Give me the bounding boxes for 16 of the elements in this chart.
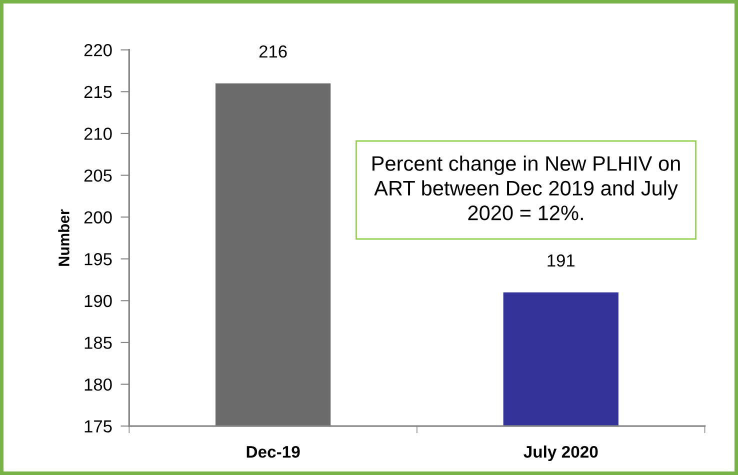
y-tick-label: 220 — [84, 44, 112, 56]
x-tick-label: Dec-19 — [246, 446, 300, 458]
y-tick-label: 205 — [84, 169, 112, 182]
y-tick-label: 195 — [84, 253, 112, 266]
annotation: Percent change in New PLHIV on ART between Dec 2019 and July 2020 = 12%. — [372, 156, 680, 220]
y-tick-label: 180 — [84, 378, 112, 391]
y-tick-label: 215 — [84, 86, 112, 98]
x-tick-label: July 2020 — [524, 446, 598, 462]
y-tick-label: 210 — [84, 128, 112, 140]
data-label: 216 — [259, 45, 287, 58]
y-tick-label: 185 — [84, 336, 112, 349]
y-tick-label: 190 — [84, 294, 112, 308]
y-axis-title: Number — [58, 209, 70, 266]
y-tick-label: 175 — [84, 420, 112, 433]
y-tick-label: 200 — [84, 211, 112, 224]
data-label: 191 — [548, 254, 575, 267]
